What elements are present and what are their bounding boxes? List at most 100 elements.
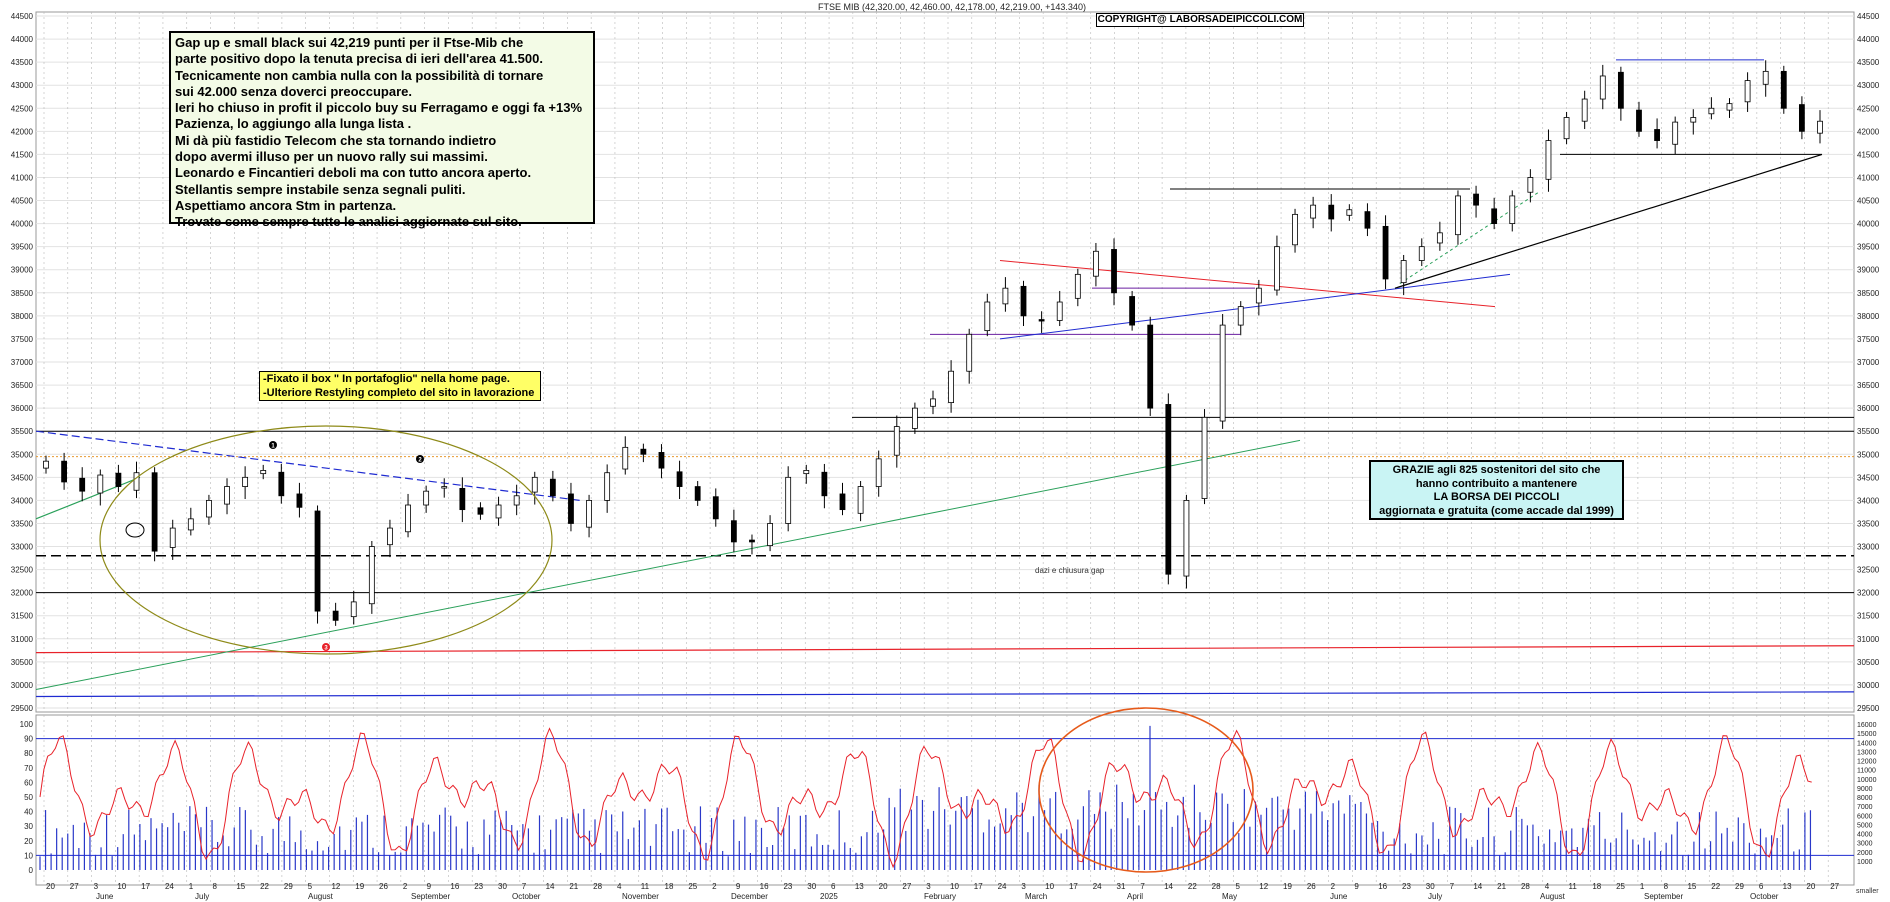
chart-header: FTSE MIB (42,320.00, 42,460.00, 42,178.0… (818, 2, 1086, 12)
x-day-label: 9 (736, 882, 741, 891)
x-day-label: 27 (70, 882, 79, 891)
commentary-line: Trovate come sempre tutte le analisi agg… (175, 214, 522, 230)
osc-tick-label: 60 (24, 778, 33, 787)
swing-marker-label: 1 (271, 444, 275, 450)
y-tick-label-right: 31000 (1857, 635, 1880, 644)
y-tick-label-right: 35500 (1857, 427, 1880, 436)
commentary-box: Gap up e small black sui 42,219 punti pe… (169, 31, 595, 229)
candle-body (1491, 208, 1498, 224)
volume-tick-label: 14000 (1857, 740, 1877, 747)
candle-body (296, 493, 303, 508)
volume-tick-label: 5000 (1857, 822, 1873, 829)
candle-body (930, 398, 936, 407)
corner-note: smaller (1856, 888, 1879, 895)
y-tick-label-left: 43500 (11, 58, 34, 67)
y-tick-label-left: 35500 (11, 427, 34, 436)
oscillator-panel-frame (35, 714, 1855, 886)
candle-body (1111, 249, 1117, 294)
candle-body (1002, 287, 1009, 305)
y-tick-label-left: 30000 (11, 681, 34, 690)
commentary-line: Aspettiamo ancora Stm in partenza. (175, 197, 397, 213)
x-day-label: 16 (1378, 882, 1387, 891)
x-day-label: 16 (760, 882, 769, 891)
x-day-label: 6 (1759, 882, 1764, 891)
y-tick-label-right: 35000 (1857, 450, 1880, 459)
volume-tick-label: 16000 (1857, 722, 1877, 729)
y-tick-label-left: 44500 (11, 12, 34, 21)
volume-tick-label: 6000 (1857, 813, 1873, 820)
candle-body (1636, 109, 1642, 132)
candlestick-series (43, 60, 1823, 626)
y-tick-label-right: 33500 (1857, 519, 1880, 528)
candle-body (1527, 177, 1534, 193)
swing-marker-label: 3 (324, 646, 328, 652)
candle-body (1274, 246, 1280, 291)
y-tick-label-right: 42000 (1857, 127, 1880, 136)
x-day-label: 14 (1164, 882, 1173, 891)
candle-body (1346, 209, 1353, 216)
x-day-label: 18 (665, 882, 674, 891)
commentary-line: dopo avermi illuso per un nuovo rally su… (175, 149, 488, 165)
x-month-label: March (1025, 892, 1047, 901)
x-day-label: 10 (950, 882, 959, 891)
y-tick-label-left: 41500 (11, 150, 34, 159)
x-day-label: 30 (807, 882, 816, 891)
candle-body (1183, 499, 1190, 577)
swing-marker (322, 643, 330, 651)
osc-tick-label: 70 (24, 764, 33, 773)
x-day-label: 20 (1806, 882, 1815, 891)
candle-body (1798, 104, 1805, 132)
candle-body (1328, 204, 1335, 220)
channel-dotted-green (1399, 190, 1541, 284)
y-tick-label-right: 29500 (1857, 704, 1880, 713)
candle-body (459, 488, 466, 511)
volume-tick-label: 4000 (1857, 832, 1873, 839)
x-day-label: 13 (1783, 882, 1792, 891)
oscillator-series-line (39, 727, 1812, 869)
x-day-label: 27 (1830, 882, 1839, 891)
support-line-red (35, 645, 1855, 654)
x-day-label: 23 (783, 882, 792, 891)
x-day-label: 10 (1045, 882, 1054, 891)
gap-note: dazi e chiusura gap (1035, 566, 1105, 575)
trendlines (35, 153, 1823, 691)
x-month-label: September (411, 892, 450, 901)
osc-tick-label: 20 (24, 837, 33, 846)
x-day-label: 19 (1283, 882, 1292, 891)
x-day-label: 24 (998, 882, 1007, 891)
chart-drawings: 1 2 3 (99, 425, 1254, 873)
x-day-label: 23 (1402, 882, 1411, 891)
x-day-label: 11 (1569, 882, 1578, 891)
x-month-label: 2025 (820, 892, 838, 901)
x-day-label: 20 (879, 882, 888, 891)
y-tick-label-right: 44000 (1857, 35, 1880, 44)
x-month-label: November (622, 892, 659, 901)
x-day-label: 28 (593, 882, 602, 891)
x-day-label: 19 (355, 882, 364, 891)
candle-body (79, 477, 86, 492)
commentary-line: Stellantis sempre instabile senza segnal… (175, 181, 466, 197)
volume-bars (39, 725, 1812, 870)
swing-marker-label: 2 (418, 458, 422, 464)
osc-tick-label: 40 (24, 808, 33, 817)
x-day-label: 2 (712, 882, 717, 891)
x-day-label: 8 (213, 882, 218, 891)
candle-body (1744, 80, 1751, 103)
y-tick-label-right: 43500 (1857, 58, 1880, 67)
y-tick-label-right: 30000 (1857, 681, 1880, 690)
candle-body (1129, 296, 1136, 326)
candle-body (1455, 195, 1461, 236)
x-day-label: 26 (379, 882, 388, 891)
x-day-label: 1 (1640, 882, 1645, 891)
y-tick-label-left: 42500 (11, 104, 34, 113)
osc-tick-label: 80 (24, 749, 33, 758)
candle-body (1708, 107, 1715, 115)
swing-marker (269, 441, 277, 449)
y-tick-label-right: 34000 (1857, 496, 1880, 505)
candle-body (821, 471, 828, 497)
candle-body (1509, 195, 1516, 224)
candle-body (495, 504, 502, 519)
x-day-label: 24 (165, 882, 174, 891)
x-day-label: 17 (974, 882, 983, 891)
x-month-label: June (1330, 892, 1348, 901)
